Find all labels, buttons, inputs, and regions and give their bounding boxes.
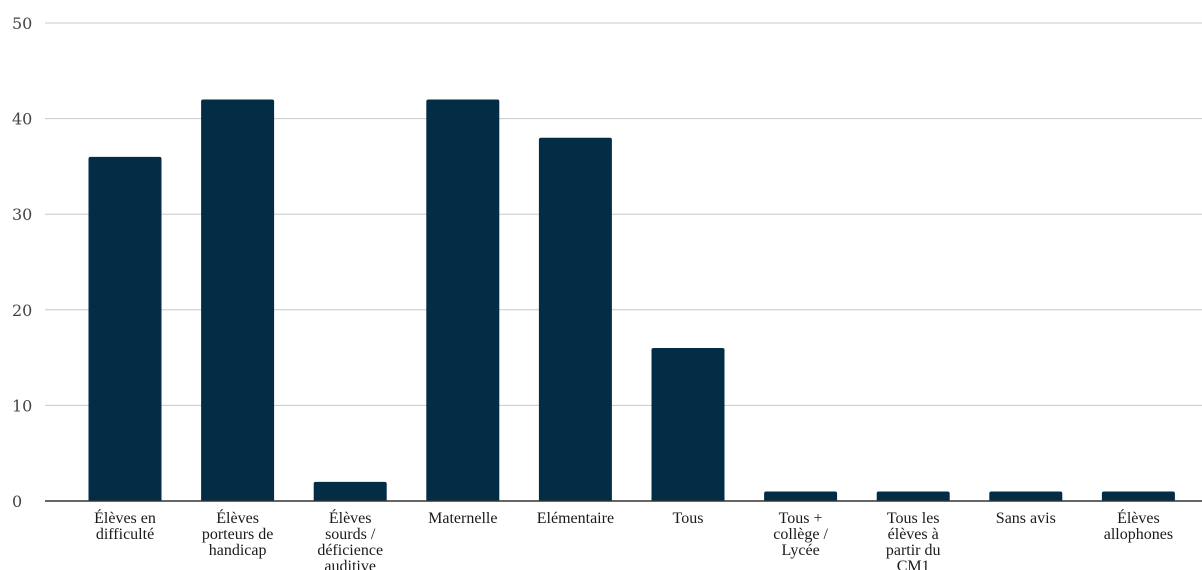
x-tick-label-line: sourds / — [325, 526, 376, 543]
x-tick-label: Tous les élèves à partir du CM1 — [886, 510, 941, 570]
x-tick-label-line: auditive — [324, 558, 376, 570]
bar — [651, 348, 725, 501]
x-tick-label: Elémentaire — [537, 510, 614, 527]
x-tick-label-line: Élèves — [329, 508, 372, 527]
x-tick-label: Tous + collège / Lycée — [773, 510, 828, 559]
x-tick-label: Élèves en difficulté — [94, 508, 156, 543]
y-tick-label: 30 — [12, 205, 32, 224]
x-tick-label: Élèves sourds / déficience auditive — [317, 508, 383, 570]
x-tick-label-line: Elémentaire — [537, 510, 614, 527]
x-tick-label-line: partir du — [886, 542, 941, 559]
x-tick-label-line: Tous les — [887, 510, 940, 527]
y-tick-label: 20 — [12, 301, 32, 320]
x-tick-label-line: handicap — [209, 542, 267, 559]
x-tick-label-line: élèves à — [888, 526, 939, 543]
bar — [88, 156, 162, 501]
y-tick-label: 40 — [12, 110, 32, 129]
bar — [201, 99, 275, 501]
bar — [764, 491, 838, 501]
y-axis-ticks: 0 10 20 30 40 50 — [12, 14, 32, 511]
x-tick-label-line: Lycée — [781, 542, 819, 559]
x-tick-label-line: Tous — [673, 510, 704, 527]
bar — [313, 481, 387, 501]
x-tick-label: Tous — [673, 510, 704, 527]
x-tick-label-line: allophones — [1104, 526, 1173, 543]
bar — [426, 99, 500, 501]
bar — [989, 491, 1063, 501]
x-tick-label-line: CM1 — [897, 558, 930, 570]
x-tick-label: Maternelle — [428, 510, 497, 527]
x-tick-label-line: porteurs de — [202, 526, 274, 543]
bar — [538, 137, 612, 501]
x-tick-label-line: Élèves en — [94, 508, 156, 527]
x-tick-label: Élèves porteurs de handicap — [202, 508, 274, 559]
x-tick-label-line: Maternelle — [428, 510, 497, 527]
x-tick-label: Élèves allophones — [1104, 508, 1173, 543]
bar — [1101, 491, 1175, 501]
x-tick-label: Sans avis — [996, 510, 1056, 527]
bar — [876, 491, 950, 501]
x-tick-label-line: collège / — [773, 526, 828, 543]
x-tick-label-line: Élèves — [216, 508, 259, 527]
x-tick-label-line: difficulté — [96, 526, 154, 543]
x-tick-label-line: Élèves — [1117, 508, 1160, 527]
bars — [88, 99, 1175, 501]
x-tick-label-line: déficience — [317, 542, 383, 559]
x-tick-label-line: Tous + — [779, 510, 823, 527]
y-tick-label: 50 — [12, 14, 32, 33]
y-tick-label: 10 — [12, 396, 32, 415]
y-tick-label: 0 — [12, 492, 22, 511]
x-tick-label-line: Sans avis — [996, 510, 1056, 527]
